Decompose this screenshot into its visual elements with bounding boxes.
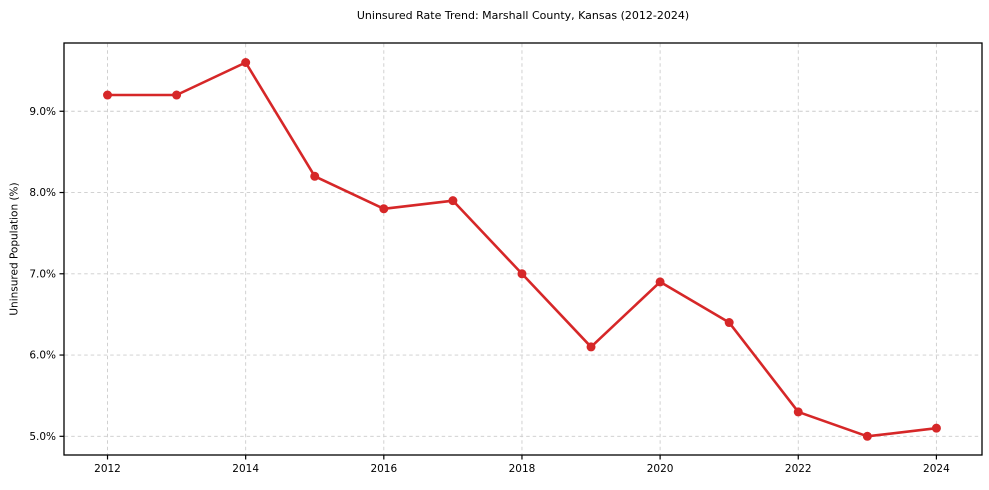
axes-frame — [63, 42, 983, 456]
y-tick-label: 5.0% — [29, 431, 56, 443]
data-point-2021 — [724, 318, 734, 328]
x-tick-label: 2012 — [94, 463, 121, 475]
y-tick-label: 7.0% — [29, 268, 56, 280]
x-tick-label: 2014 — [232, 463, 259, 475]
x-tick-label: 2024 — [923, 463, 950, 475]
y-tick-label: 6.0% — [29, 350, 56, 362]
data-point-2016 — [379, 204, 389, 214]
data-point-2015 — [310, 171, 320, 181]
chart-title: Uninsured Rate Trend: Marshall County, K… — [356, 9, 690, 22]
x-tick-label: 2022 — [785, 463, 812, 475]
data-point-2013 — [172, 90, 182, 100]
data-point-2023 — [862, 431, 872, 441]
x-tick-label: 2020 — [647, 463, 674, 475]
y-tick-label: 8.0% — [29, 187, 56, 199]
data-point-2017 — [448, 196, 458, 206]
x-tick-label: 2016 — [370, 463, 397, 475]
data-point-2012 — [103, 90, 113, 100]
data-point-2018 — [517, 269, 527, 279]
data-point-2022 — [793, 407, 803, 417]
x-tick-label: 2018 — [509, 463, 536, 475]
data-point-2020 — [655, 277, 665, 287]
data-point-2014 — [241, 58, 251, 68]
data-point-2024 — [931, 423, 941, 433]
data-point-2019 — [586, 342, 596, 352]
y-tick-label: 9.0% — [29, 106, 56, 118]
